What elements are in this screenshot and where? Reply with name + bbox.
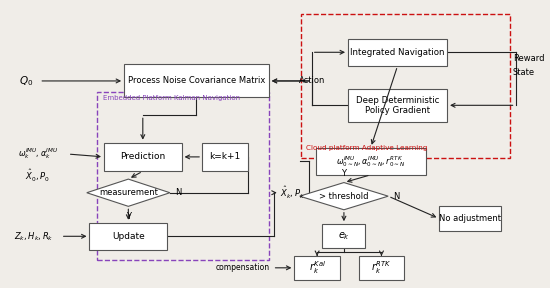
Polygon shape: [300, 183, 388, 210]
Text: Deep Deterministic
Policy Gradient: Deep Deterministic Policy Gradient: [356, 96, 439, 115]
Text: N: N: [175, 188, 182, 197]
FancyBboxPatch shape: [316, 147, 426, 175]
Text: Process Noise Covariance Matrix: Process Noise Covariance Matrix: [128, 76, 265, 86]
Text: Prediction: Prediction: [120, 152, 166, 161]
FancyBboxPatch shape: [124, 65, 269, 97]
Text: $r_k^{RTK}$: $r_k^{RTK}$: [371, 259, 392, 276]
Text: Y: Y: [342, 169, 346, 178]
FancyBboxPatch shape: [104, 143, 182, 171]
Polygon shape: [87, 179, 170, 206]
Text: $e_k$: $e_k$: [338, 230, 350, 242]
Text: $\omega_{0\sim N}^{IMU},\alpha_{0\sim N}^{IMU},r_{0\sim N}^{RTK}$: $\omega_{0\sim N}^{IMU},\alpha_{0\sim N}…: [336, 154, 405, 169]
Text: Action: Action: [299, 76, 325, 86]
Text: Reward: Reward: [513, 54, 544, 62]
Text: > threshold: > threshold: [319, 192, 369, 201]
Text: Integrated Navigation: Integrated Navigation: [350, 48, 445, 57]
Text: $\hat{X}_0,P_0$: $\hat{X}_0,P_0$: [25, 168, 50, 183]
Bar: [301, 14, 510, 158]
FancyBboxPatch shape: [359, 256, 404, 280]
FancyBboxPatch shape: [348, 89, 447, 122]
Bar: [97, 92, 269, 260]
Text: $Q_0$: $Q_0$: [19, 74, 33, 88]
Text: compensation: compensation: [216, 263, 270, 272]
Text: Y: Y: [126, 212, 131, 221]
FancyBboxPatch shape: [439, 206, 501, 231]
FancyBboxPatch shape: [294, 256, 340, 280]
Text: measurement: measurement: [99, 188, 158, 197]
Text: No adjustment: No adjustment: [439, 214, 501, 223]
Text: $Z_k,H_k,R_k$: $Z_k,H_k,R_k$: [14, 230, 54, 242]
Text: $r_k^{Kal}$: $r_k^{Kal}$: [309, 259, 326, 276]
FancyBboxPatch shape: [202, 143, 248, 171]
Text: Cloud platform Adaptive Learning: Cloud platform Adaptive Learning: [306, 145, 428, 151]
FancyBboxPatch shape: [322, 224, 365, 249]
Text: $\omega_k^{IMU},\alpha_k^{IMU}$: $\omega_k^{IMU},\alpha_k^{IMU}$: [18, 147, 58, 162]
Text: Embedded Platform Kalman Navigation: Embedded Platform Kalman Navigation: [103, 95, 240, 101]
FancyBboxPatch shape: [348, 39, 447, 66]
Text: Update: Update: [112, 232, 145, 241]
Text: k=k+1: k=k+1: [209, 152, 240, 161]
Text: $\hat{X}_k,P_k$: $\hat{X}_k,P_k$: [279, 185, 304, 201]
Text: State: State: [513, 68, 535, 77]
FancyBboxPatch shape: [90, 223, 167, 250]
Text: N: N: [394, 192, 400, 201]
